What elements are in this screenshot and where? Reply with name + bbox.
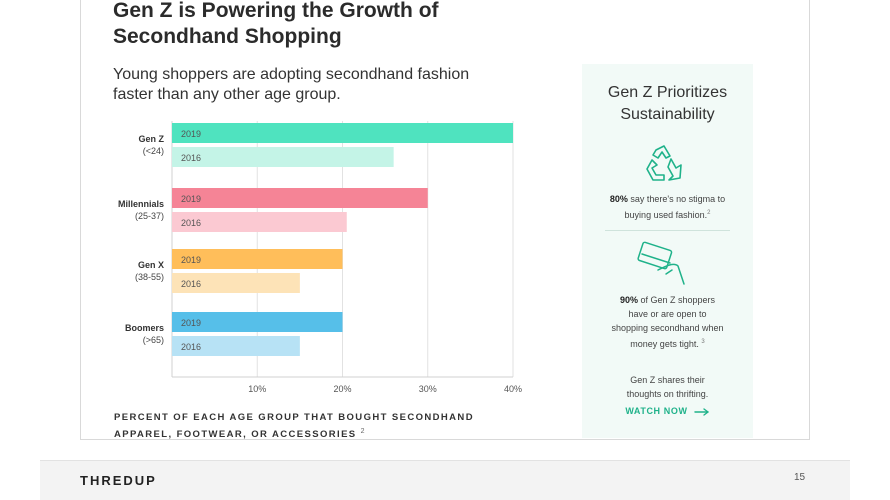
- bar-boomers-2016: [172, 336, 300, 356]
- panel-title: Gen Z Prioritizes Sustainability: [607, 84, 728, 123]
- bar-label: 2016: [181, 279, 201, 289]
- bar-boomers-2019: [172, 312, 343, 332]
- x-tick-label: 40%: [504, 384, 522, 394]
- stat-no-stigma-ref: 2: [707, 210, 711, 216]
- bar-label: 2019: [181, 255, 201, 265]
- group-sublabel: (38-55): [135, 272, 164, 282]
- group-sublabel: (<24): [143, 146, 164, 156]
- chart-caption-ref: 2: [360, 428, 365, 435]
- group-sublabel: (>65): [143, 335, 164, 345]
- chart-caption-text: PERCENT OF EACH AGE GROUP THAT BOUGHT SE…: [114, 412, 474, 441]
- x-tick-label: 30%: [419, 384, 437, 394]
- panel-divider: [605, 230, 730, 231]
- stat-open-to-secondhand: 90% of Gen Z shoppers have or are open t…: [582, 293, 753, 351]
- group-sublabel: (25-37): [135, 211, 164, 221]
- bar-gen-z-2019: [172, 123, 513, 143]
- x-tick-label: 20%: [333, 384, 351, 394]
- chart-caption: PERCENT OF EACH AGE GROUP THAT BOUGHT SE…: [114, 411, 474, 442]
- bar-label: 2019: [181, 129, 201, 139]
- group-label: Gen X: [138, 260, 164, 270]
- bar-label: 2019: [181, 194, 201, 204]
- bar-label: 2016: [181, 218, 201, 228]
- page-subtitle: Young shoppers are adopting secondhand f…: [113, 66, 470, 103]
- stat-no-stigma-text: say there's no stigma to buying used fas…: [624, 194, 726, 220]
- page-number: 15: [794, 472, 806, 483]
- bar-label: 2016: [181, 342, 201, 352]
- bar-gen-x-2016: [172, 273, 300, 293]
- arrow-right-icon: [693, 407, 709, 416]
- page-title: Gen Z is Powering the Growth of Secondha…: [113, 0, 439, 48]
- thredup-logo: THREDUP: [80, 473, 157, 488]
- stat-open-value: 90%: [619, 295, 638, 305]
- bar-label: 2016: [181, 153, 201, 163]
- bar-millennials-2019: [172, 188, 428, 208]
- bar-chart: 2019 2016 Gen Z (<24) 2019 2016 Millennials (25…: [118, 121, 522, 394]
- watch-now-link[interactable]: WATCH NOW: [582, 406, 753, 416]
- stat-open-text: of Gen Z shoppers have or are open to sh…: [611, 295, 724, 349]
- bar-gen-z-2016: [172, 147, 394, 167]
- stat-thrifting-video: Gen Z shares their thoughts on thrifting…: [626, 375, 709, 399]
- sustainability-panel: Gen Z Prioritizes Sustainability 80% say…: [582, 64, 753, 438]
- stat-open-ref: 3: [701, 339, 705, 345]
- bar-millennials-2016: [172, 212, 347, 232]
- bar-gen-x-2019: [172, 249, 343, 269]
- group-label: Gen Z: [138, 134, 164, 144]
- group-label: Boomers: [125, 323, 164, 333]
- bar-label: 2019: [181, 318, 201, 328]
- footer-band: [40, 460, 850, 500]
- watch-now-label: WATCH NOW: [625, 406, 688, 416]
- stat-no-stigma: 80% say there's no stigma to buying used…: [582, 192, 753, 222]
- recycle-icon: [646, 145, 682, 181]
- x-tick-label: 10%: [248, 384, 266, 394]
- stat-no-stigma-value: 80%: [609, 194, 628, 204]
- group-label: Millennials: [118, 199, 164, 209]
- hand-card-icon: [637, 241, 685, 285]
